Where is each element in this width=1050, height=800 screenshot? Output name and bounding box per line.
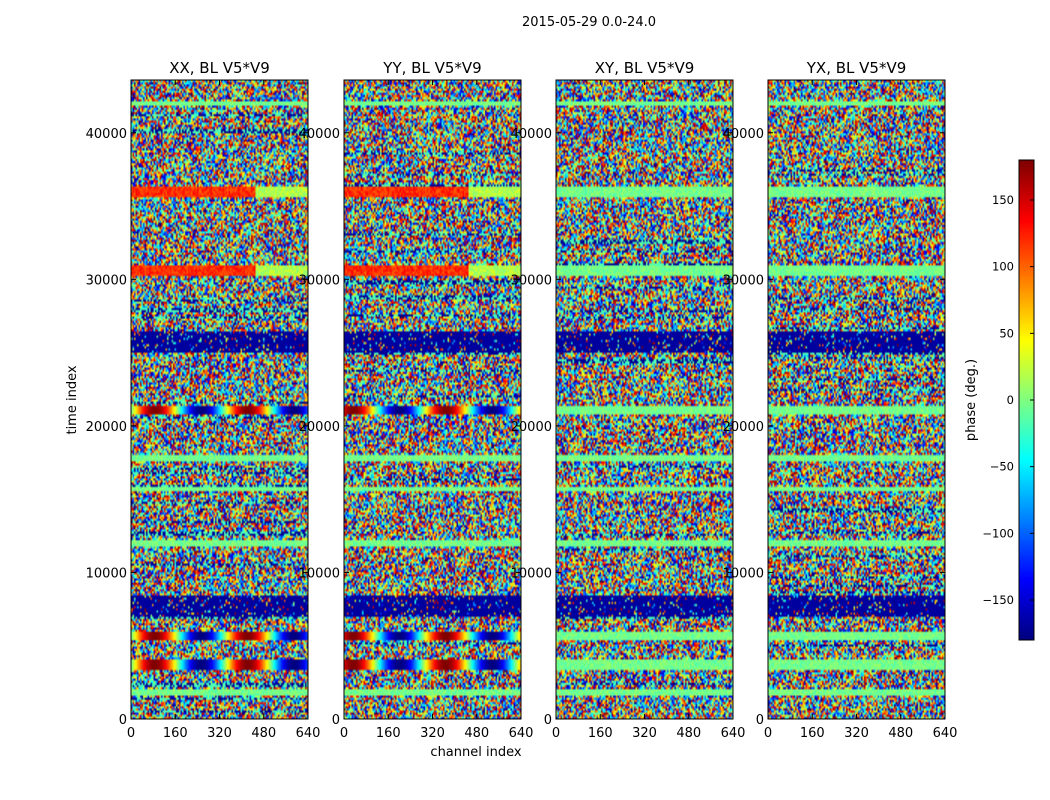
y-tick-label: 20000 (723, 420, 764, 435)
colorbar-tick-label: −150 (982, 593, 1014, 607)
y-tick-label: 30000 (86, 273, 127, 288)
y-tick-label: 0 (119, 713, 127, 728)
heatmap-image (768, 80, 945, 719)
y-tick-label: 0 (544, 713, 552, 728)
x-tick-label: 480 (676, 726, 701, 741)
y-tick-label: 20000 (511, 420, 552, 435)
y-tick-label: 0 (756, 713, 764, 728)
figure-title: 2015-05-29 0.0-24.0 (522, 15, 656, 30)
x-tick-label: 0 (552, 726, 560, 741)
colorbar-gradient (1019, 160, 1034, 640)
x-tick-label: 320 (207, 726, 232, 741)
panel-3: YX, BL V5*V9 0 160 320 480 640 0 10000 20000 3000… (723, 59, 958, 741)
x-tick-label: 640 (933, 726, 958, 741)
y-tick-label: 10000 (299, 566, 340, 581)
y-tick-label: 40000 (299, 127, 340, 142)
x-tick-label: 640 (721, 726, 746, 741)
colorbar-label: phase (deg.) (964, 359, 979, 441)
panel-title: YX, BL V5*V9 (806, 59, 907, 77)
panel-title: XX, BL V5*V9 (169, 59, 270, 77)
colorbar-tick-label: 150 (992, 193, 1014, 207)
panel-1: YY, BL V5*V9 0 160 320 480 640 0 10000 20000 3000… (299, 59, 534, 741)
y-axis-label: time index (65, 365, 80, 434)
y-tick-label: 20000 (86, 420, 127, 435)
y-tick-label: 10000 (511, 566, 552, 581)
y-tick-label: 10000 (723, 566, 764, 581)
colorbar-tick-label: 50 (999, 326, 1014, 340)
x-tick-label: 320 (844, 726, 869, 741)
colorbar-tick-label: −100 (982, 526, 1014, 540)
y-tick-label: 0 (332, 713, 340, 728)
x-axis-label: channel index (430, 745, 521, 760)
x-tick-label: 0 (127, 726, 135, 741)
x-tick-label: 160 (376, 726, 401, 741)
panel-0: XX, BL V5*V9 0 160 320 480 640 0 10000 20000 3000… (86, 59, 321, 741)
panel-2: XY, BL V5*V9 0 160 320 480 640 0 10000 20000 3000… (511, 59, 746, 741)
colorbar: −150 −100 −50 0 50 100 150 (982, 159, 1035, 641)
x-tick-label: 480 (888, 726, 913, 741)
y-tick-label: 20000 (299, 420, 340, 435)
y-tick-label: 40000 (86, 127, 127, 142)
panel-title: YY, BL V5*V9 (382, 59, 481, 77)
heatmap-image (556, 80, 733, 719)
y-tick-label: 30000 (299, 273, 340, 288)
y-tick-label: 10000 (86, 566, 127, 581)
x-tick-label: 480 (251, 726, 276, 741)
x-tick-label: 320 (632, 726, 657, 741)
colorbar-tick-label: 0 (1007, 393, 1014, 407)
x-tick-label: 480 (464, 726, 489, 741)
x-tick-label: 320 (420, 726, 445, 741)
x-tick-label: 160 (800, 726, 825, 741)
x-tick-label: 640 (296, 726, 321, 741)
x-tick-label: 160 (588, 726, 613, 741)
y-tick-label: 40000 (723, 127, 764, 142)
heatmap-image (131, 80, 308, 719)
heatmap-panels: XX, BL V5*V9 0 160 320 480 640 0 10000 20000 3000… (86, 59, 958, 741)
colorbar-tick-label: −50 (990, 460, 1014, 474)
y-tick-label: 30000 (723, 273, 764, 288)
y-tick-label: 40000 (511, 127, 552, 142)
x-tick-label: 640 (509, 726, 534, 741)
x-tick-label: 0 (340, 726, 348, 741)
x-tick-label: 160 (163, 726, 188, 741)
colorbar-tick-label: 100 (992, 260, 1014, 274)
x-tick-label: 0 (764, 726, 772, 741)
heatmap-image (344, 80, 521, 719)
y-tick-label: 30000 (511, 273, 552, 288)
panel-title: XY, BL V5*V9 (595, 59, 695, 77)
